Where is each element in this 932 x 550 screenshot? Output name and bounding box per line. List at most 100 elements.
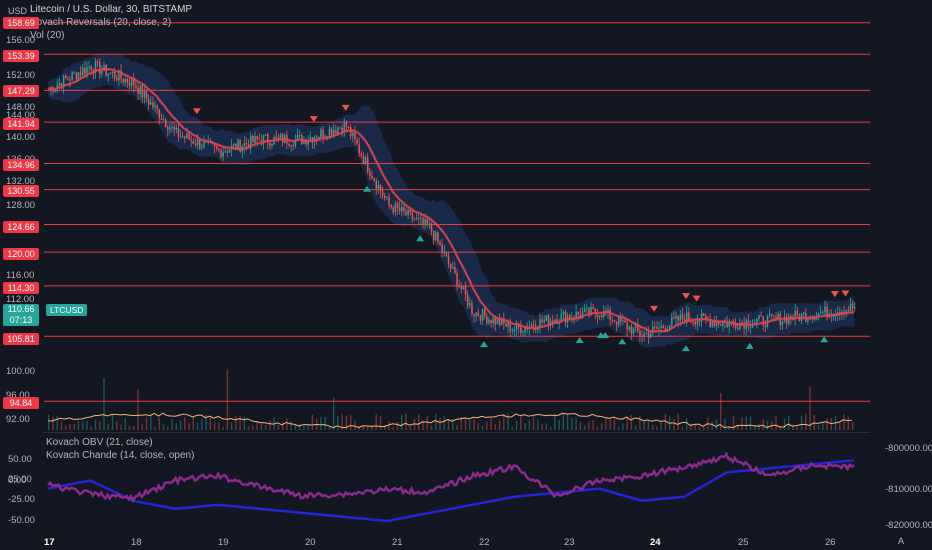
candle-body: [324, 136, 326, 138]
candle-body: [379, 185, 382, 192]
volume-bar: [303, 425, 305, 430]
candle-body: [192, 140, 195, 144]
volume-bar: [222, 426, 224, 430]
candle-body: [449, 263, 452, 269]
symbol-tag: LTCUSD: [46, 304, 88, 316]
volume-bar: [375, 414, 377, 430]
volume-bar: [473, 419, 475, 430]
candle-body: [315, 137, 318, 139]
candle-body: [307, 140, 309, 145]
candle-body: [381, 191, 384, 196]
candle-body: [577, 311, 580, 315]
volume-bar: [52, 416, 54, 430]
volume-bar: [388, 421, 390, 430]
price-axis[interactable]: 156.00 152.00 148.00 144.00 140.00 136.0…: [0, 0, 44, 535]
candle-body: [267, 134, 269, 143]
price-tick: 156.00: [6, 35, 36, 46]
candle-body: [169, 127, 171, 130]
candle-body: [675, 315, 677, 319]
auto-scale-button[interactable]: A: [898, 536, 905, 546]
candle-body: [320, 129, 322, 137]
candle-body: [598, 315, 601, 318]
candle-body: [330, 128, 333, 136]
chart-title[interactable]: Litecoin / U.S. Dollar, 30, BITSTAMP: [30, 4, 193, 15]
volume-bar: [269, 420, 271, 430]
candle-body: [73, 72, 76, 74]
indicator-kovach-obv[interactable]: Kovach OBV (21, close): [46, 437, 153, 448]
volume-bar: [720, 393, 722, 430]
candle-body: [775, 316, 777, 319]
candle-body: [150, 102, 152, 105]
candle-body: [737, 328, 739, 330]
reversal-down-marker: [841, 290, 850, 297]
volume-bar: [847, 416, 850, 430]
candle-body: [586, 307, 588, 309]
volume-bar: [830, 417, 833, 430]
indicator-kovach-chande[interactable]: Kovach Chande (14, close, open): [46, 450, 195, 461]
candle-body: [694, 321, 697, 325]
volume-bar: [362, 425, 365, 430]
candle-body: [352, 132, 354, 137]
volume-bar: [307, 424, 309, 430]
indicator-volume[interactable]: Vol (20): [30, 30, 65, 41]
pane-separator[interactable]: [44, 432, 870, 433]
candle-body: [509, 321, 511, 332]
candle-body: [158, 109, 161, 119]
volume-bar: [260, 423, 263, 430]
candle-body: [456, 273, 458, 287]
volume-bar: [247, 426, 250, 430]
candle-body: [579, 314, 582, 318]
candle-body: [819, 312, 822, 314]
candle-body: [294, 139, 297, 146]
candle-body: [624, 320, 626, 323]
candle-body: [292, 144, 295, 146]
level-tag: 114.30: [3, 282, 39, 294]
volume-bar: [243, 416, 246, 430]
candle-body: [620, 316, 622, 322]
indicator-kovach-reversals[interactable]: Kovach Reversals (20, close, 2): [30, 17, 172, 28]
volume-bar: [673, 418, 675, 430]
osc-right-tick: -820000.00: [885, 520, 932, 531]
level-tag: 153.39: [3, 50, 39, 62]
candle-body: [488, 319, 490, 324]
candle-body: [760, 315, 762, 317]
candle-body: [705, 315, 707, 319]
candle-body: [583, 308, 586, 313]
candle-body: [109, 72, 112, 74]
candle-body: [277, 136, 280, 138]
osc-tick: -50.00: [8, 515, 35, 526]
candle-body: [730, 320, 733, 323]
volume-bar: [728, 426, 730, 430]
candle-body: [560, 313, 563, 323]
candle-body: [651, 326, 654, 334]
candle-body: [492, 317, 494, 324]
volume-bar: [201, 418, 203, 430]
volume-bar: [758, 423, 760, 430]
candle-body: [228, 149, 231, 153]
reversal-down-marker: [341, 104, 350, 111]
candle-body: [401, 207, 403, 212]
current-price-tag: 110.66 07:13: [3, 304, 39, 326]
candle-body: [592, 306, 594, 309]
volume-bar: [341, 414, 343, 430]
candle-body: [224, 151, 227, 153]
candle-body: [437, 232, 439, 243]
candle-body: [341, 127, 343, 133]
candle-body: [356, 139, 358, 145]
candle-body: [581, 312, 584, 318]
volume-bar: [230, 422, 233, 430]
candle-body: [822, 312, 824, 314]
volume-bar: [749, 416, 752, 430]
price-tick: 92.00: [6, 414, 30, 425]
volume-bar: [813, 415, 815, 430]
candle-body: [418, 218, 420, 220]
candle-body: [647, 332, 650, 338]
volume-bar: [99, 420, 101, 430]
candle-body: [475, 312, 477, 316]
volume-bar: [477, 422, 479, 430]
candle-body: [386, 197, 388, 199]
candle-body: [154, 105, 156, 108]
candle-body: [69, 79, 71, 81]
volume-bar: [345, 415, 348, 430]
